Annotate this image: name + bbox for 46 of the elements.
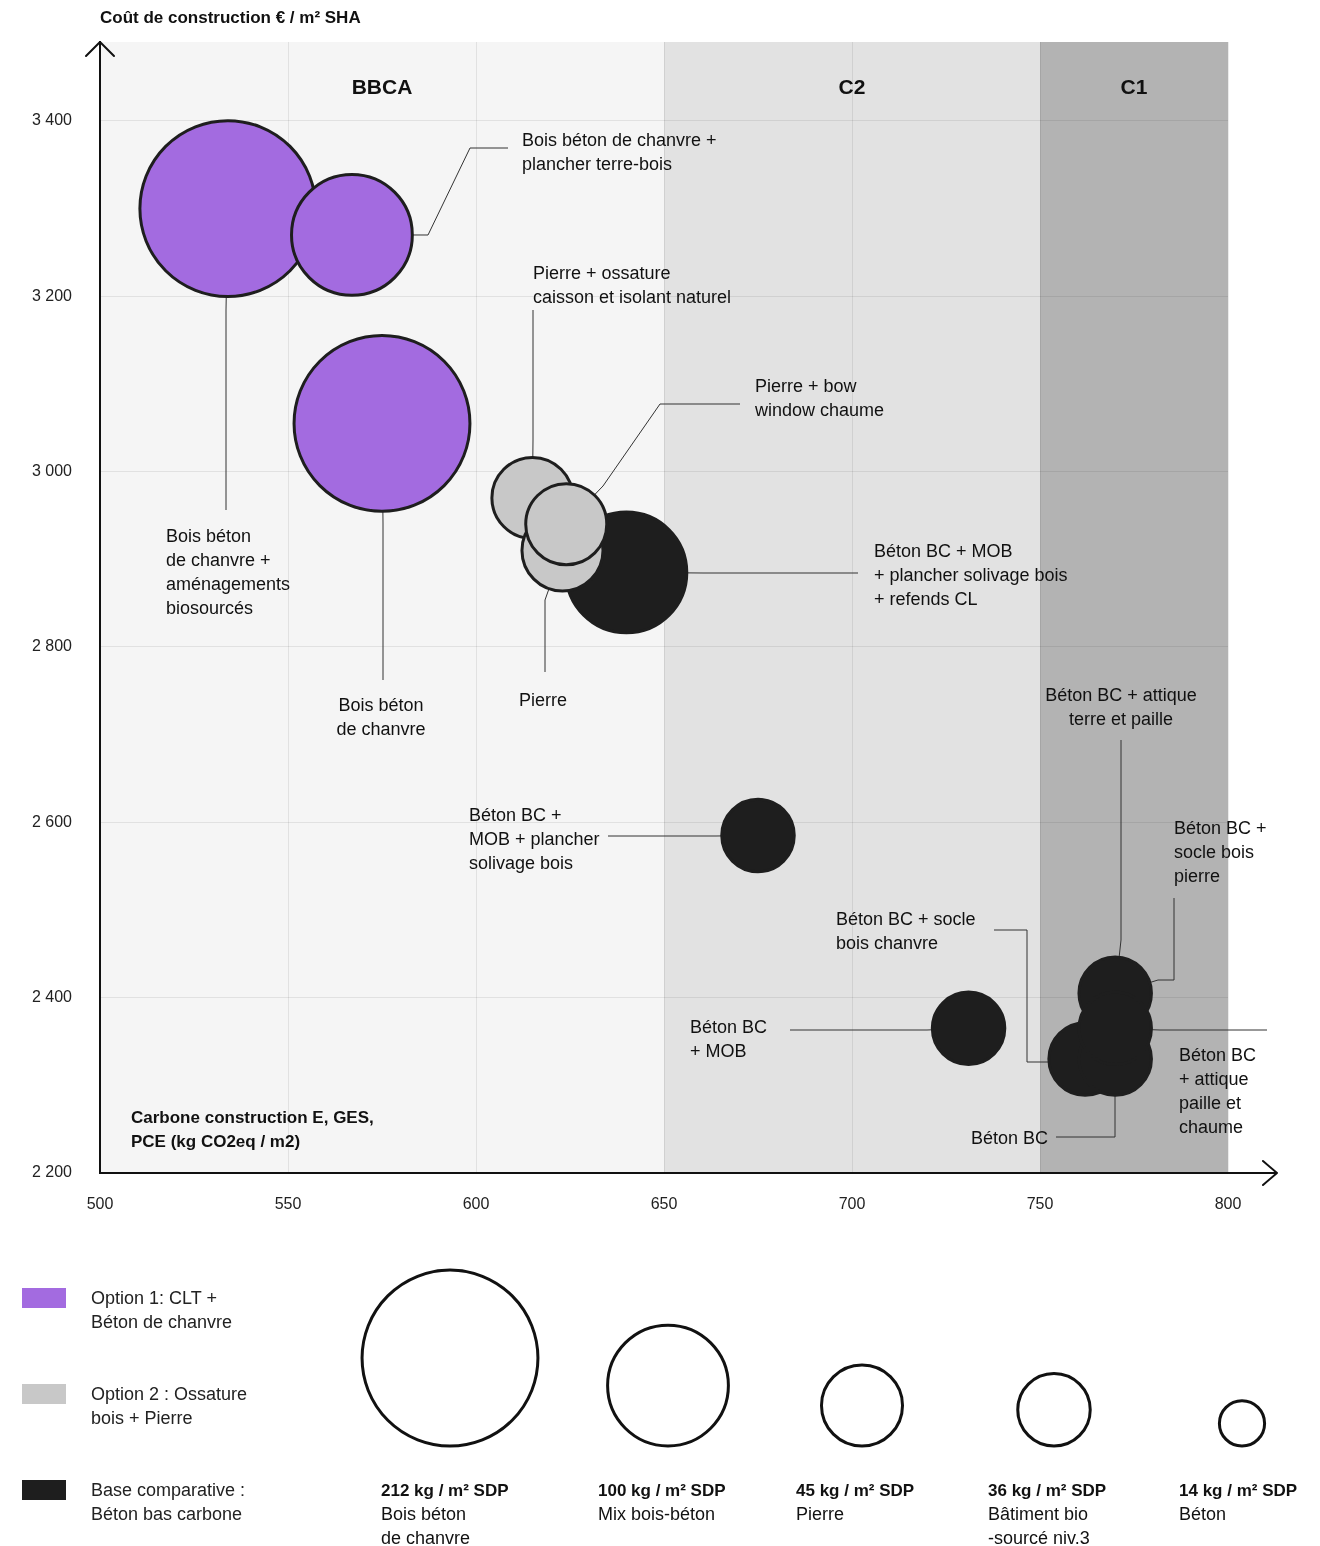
y-tick-label: 2 600 — [31, 812, 73, 830]
x-tick-label: 650 — [650, 1195, 678, 1213]
band-label: BBCA — [351, 75, 413, 98]
x-tick-label: 800 — [1214, 1195, 1242, 1213]
annotation: Pierre + bow window chaume — [754, 376, 885, 420]
annotation: Béton BC + socle bois pierre — [1174, 818, 1267, 886]
y-tick-label: 3 000 — [31, 462, 73, 480]
legend-label: Option 2 : Ossature bois + Pierre — [91, 1383, 249, 1430]
y-axis-title: Coût de construction € / m² SHA — [100, 8, 361, 27]
y-tick-label: 3 400 — [31, 111, 73, 129]
x-axis-title: Carbone construction E, GES, PCE (kg CO2eq / m2) — [131, 1108, 374, 1151]
legend-label: Option 1: CLT + Béton de chanvre — [91, 1287, 234, 1334]
y-tick-label: 2 200 — [31, 1163, 73, 1181]
annotation: Béton BC + MOB — [690, 1017, 768, 1061]
annotation: Béton BC + MOB + plancher solivage bois + refends CL — [874, 541, 1068, 609]
legend-label: 100 kg / m² SDP — [598, 1481, 726, 1500]
text: Bois béton de chanvre — [381, 1504, 471, 1546]
legend-label: 14 kg / m² SDP — [1179, 1481, 1298, 1500]
legend-label: Base comparative : Béton bas carbone — [91, 1479, 247, 1526]
x-tick-label: 500 — [86, 1195, 114, 1213]
legend-label: 45 kg / m² SDP — [796, 1481, 915, 1500]
annotation: Béton BC + MOB + plancher solivage bois — [469, 805, 600, 873]
annotation: Béton BC + attique terre et paille — [1045, 685, 1197, 729]
legend-label: 212 kg / m² SDP — [381, 1481, 509, 1500]
annotation: Bois béton de chanvre — [336, 695, 426, 739]
text: Béton — [1179, 1504, 1227, 1524]
y-tick-label: 2 400 — [31, 988, 73, 1006]
legend-label: 36 kg / m² SDP — [988, 1481, 1107, 1500]
x-tick-label: 600 — [462, 1195, 490, 1213]
x-tick-label: 750 — [1026, 1195, 1054, 1213]
text: Mix bois-béton — [598, 1504, 716, 1524]
annotation: Pierre — [518, 690, 568, 710]
text: Bâtiment bio -sourcé niv.3 — [988, 1504, 1090, 1546]
y-tick-label: 3 200 — [31, 286, 73, 304]
annotation: Pierre + ossature caisson et isolant naturel — [533, 263, 732, 307]
annotation: Béton BC + socle bois chanvre — [836, 909, 976, 953]
band-label: C2 — [838, 75, 866, 98]
x-tick-label: 550 — [274, 1195, 302, 1213]
x-tick-label: 700 — [838, 1195, 866, 1213]
annotation: Béton BC + attique paille et chaume — [1179, 1045, 1257, 1137]
band-label: C1 — [1120, 75, 1148, 98]
annotation: Bois béton de chanvre + plancher terre-bois — [522, 130, 717, 174]
annotation: Bois béton de chanvre + aménagements biosourcés — [166, 526, 291, 618]
text: Pierre — [796, 1504, 845, 1524]
annotation: Béton BC — [971, 1128, 1049, 1148]
y-tick-label: 2 800 — [31, 637, 73, 655]
